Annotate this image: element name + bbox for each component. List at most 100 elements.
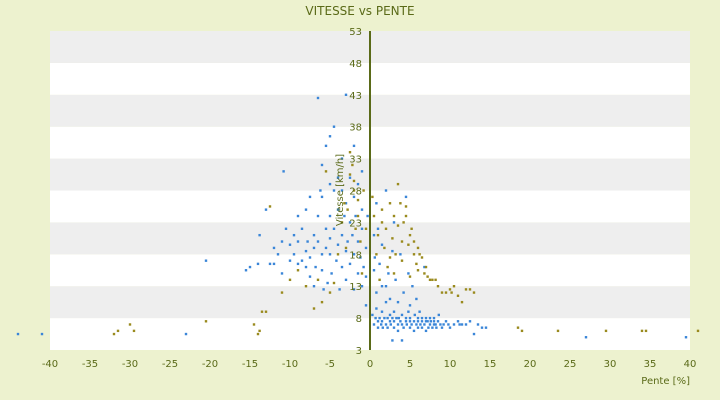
- data-point: [410, 227, 413, 230]
- data-point: [416, 269, 420, 272]
- data-point: [340, 189, 344, 192]
- data-point: [450, 291, 453, 294]
- data-point: [248, 265, 252, 269]
- data-point: [415, 297, 418, 301]
- data-point: [322, 288, 325, 291]
- data-point: [116, 329, 120, 333]
- data-point: [348, 262, 352, 266]
- data-point: [304, 249, 308, 253]
- data-point: [420, 316, 424, 320]
- data-point: [308, 275, 312, 278]
- data-point: [375, 291, 378, 294]
- data-point: [388, 256, 392, 259]
- data-point: [332, 125, 336, 128]
- data-point: [452, 323, 456, 326]
- data-point: [384, 300, 388, 304]
- x-tick-label: -40: [42, 359, 58, 370]
- y-tick-label: 3: [356, 346, 362, 357]
- data-point: [404, 214, 408, 218]
- data-point: [380, 310, 384, 313]
- data-point: [383, 246, 386, 250]
- data-point: [696, 329, 700, 333]
- data-point: [304, 265, 308, 269]
- data-point: [316, 96, 320, 100]
- data-point: [356, 182, 360, 186]
- data-point: [282, 170, 285, 173]
- data-point: [391, 316, 394, 320]
- data-point: [419, 323, 422, 326]
- data-point: [288, 259, 292, 262]
- data-point: [420, 326, 424, 329]
- data-point: [348, 173, 352, 176]
- data-point: [381, 326, 384, 329]
- data-point: [354, 227, 357, 230]
- data-point: [296, 240, 300, 243]
- data-point: [316, 214, 320, 218]
- data-point: [352, 189, 356, 192]
- data-point: [356, 240, 360, 243]
- data-point: [407, 310, 410, 313]
- data-point: [439, 323, 442, 326]
- data-point: [288, 243, 292, 246]
- data-point: [378, 316, 381, 320]
- data-point: [258, 233, 261, 237]
- data-point: [423, 323, 426, 326]
- data-point: [392, 326, 396, 329]
- data-point: [432, 323, 436, 326]
- data-point: [348, 176, 352, 179]
- data-point: [112, 332, 116, 336]
- data-point: [394, 278, 397, 282]
- y-tick-label: 18: [349, 250, 362, 261]
- data-point: [256, 332, 260, 336]
- data-point: [340, 265, 344, 269]
- data-point: [384, 227, 388, 230]
- data-point: [364, 227, 368, 230]
- y-tick-label: 23: [349, 218, 362, 229]
- data-point: [480, 326, 484, 329]
- data-point: [288, 278, 292, 282]
- data-point: [272, 262, 276, 266]
- data-point: [402, 326, 405, 329]
- data-point: [392, 221, 396, 224]
- data-point: [359, 256, 362, 259]
- data-point: [404, 205, 408, 208]
- data-point: [284, 227, 288, 230]
- data-point: [396, 182, 400, 186]
- chart-title: VITESSE vs PENTE: [305, 4, 414, 18]
- data-point: [468, 288, 472, 291]
- data-point: [352, 195, 356, 199]
- data-point: [448, 326, 452, 329]
- x-tick-label: 30: [604, 359, 617, 370]
- data-point: [296, 262, 300, 266]
- data-point: [324, 246, 328, 250]
- data-point: [411, 285, 414, 288]
- data-point: [260, 310, 264, 313]
- data-point: [416, 316, 420, 320]
- data-point: [396, 224, 400, 227]
- data-point: [296, 269, 300, 272]
- data-point: [356, 198, 360, 202]
- data-point: [408, 233, 412, 237]
- data-point: [292, 233, 296, 237]
- data-point: [352, 288, 356, 291]
- data-point: [452, 285, 456, 288]
- data-point: [335, 259, 338, 262]
- data-point: [407, 272, 410, 275]
- data-point: [375, 253, 378, 256]
- data-point: [280, 291, 284, 294]
- data-point: [386, 326, 389, 329]
- data-point: [324, 170, 328, 173]
- data-point: [348, 221, 352, 224]
- x-tick-label: -10: [282, 359, 298, 370]
- y-tick-label: 43: [349, 91, 362, 102]
- data-point: [378, 262, 381, 266]
- data-point: [431, 278, 434, 282]
- data-point: [374, 316, 377, 320]
- x-tick-label: 10: [444, 359, 457, 370]
- data-point: [404, 320, 408, 323]
- data-point: [320, 195, 324, 199]
- data-point: [440, 291, 444, 294]
- data-point: [444, 320, 448, 323]
- data-point: [431, 326, 434, 329]
- data-point: [405, 323, 408, 326]
